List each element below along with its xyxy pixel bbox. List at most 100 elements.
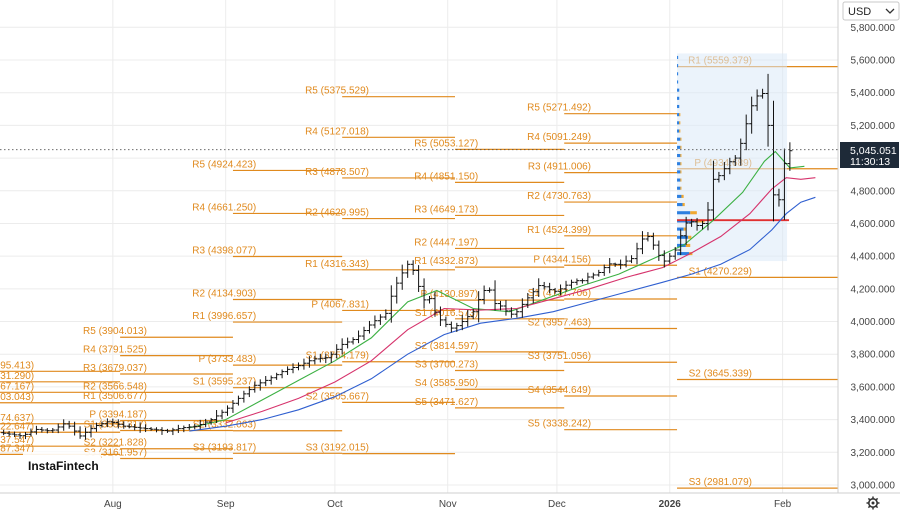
price-tick-label: 4,000.000: [851, 317, 896, 328]
volume-bar-orange: [680, 178, 682, 182]
pivot-level-label: R5 (4924.423): [192, 159, 256, 170]
price-tick-label: 3,400.000: [851, 415, 896, 426]
pivot-level-label: R5 (5053.127): [414, 138, 478, 149]
candles-layer: [1, 73, 793, 440]
volume-bar-blue: [677, 80, 679, 84]
time-axis[interactable]: [0, 493, 900, 510]
pivot-level-label: P (3733.483): [199, 354, 257, 365]
pivot-level-label: R2 (3566.548): [83, 381, 147, 392]
ma-slow-line: [189, 196, 816, 432]
pivot-level-label: P (3322.647): [0, 421, 34, 432]
pivot-level-label: R1 (4332.873): [414, 256, 478, 267]
last-price-time: 11:30:13: [850, 156, 890, 168]
pivot-level-label: R1 (3996.657): [192, 311, 256, 322]
pivot-level-label: S1 (4270.229): [689, 266, 752, 277]
pivot-level-label: R2 (4730.763): [527, 191, 591, 202]
pivot-level-label: S3 (3700.273): [415, 360, 478, 371]
price-tick-label: 4,400.000: [851, 252, 896, 263]
pivot-level-label: S2 (3221.828): [84, 438, 147, 449]
volume-bar-blue: [677, 55, 679, 59]
time-axis-label: Aug: [104, 499, 122, 510]
volume-bar-orange: [680, 137, 682, 141]
pivot-level-label: R3 (3679.037): [83, 363, 147, 374]
pivot-level-label: S2 (3332.063): [193, 420, 256, 431]
pivot-level-label: R4 (5091.249): [527, 132, 591, 143]
pivot-level-label: R2 (3503.043): [0, 392, 34, 403]
price-tick-label: 5,600.000: [851, 56, 896, 67]
currency-label: USD: [848, 6, 871, 18]
time-axis-label: 2026: [659, 499, 682, 510]
pivot-level-label: S2 (3645.339): [689, 369, 752, 380]
volume-bar-blue: [677, 203, 683, 207]
last-price-badge: 5,045.051 11:30:13: [840, 142, 899, 168]
volume-bar-blue: [677, 72, 679, 76]
price-tick-label: 3,200.000: [851, 448, 896, 459]
price-tick-label: 4,200.000: [851, 284, 896, 295]
last-price-value: 5,045.051: [850, 145, 897, 157]
price-axis[interactable]: [838, 0, 900, 493]
volume-bar-blue: [677, 252, 690, 256]
gear-icon[interactable]: [866, 496, 880, 510]
pivot-level-label: R4 (5127.018): [305, 126, 369, 137]
pivot-level-label: R2 (4447.197): [414, 237, 478, 248]
brand-text: InstaFintech: [28, 459, 99, 473]
volume-bar-blue: [677, 153, 681, 158]
volume-bar-orange: [690, 211, 697, 215]
pivot-level-label: S3 (3187.347): [0, 443, 34, 454]
pivot-level-label: S1 (3595.237): [193, 377, 256, 388]
volume-bar-orange: [680, 170, 682, 174]
pivot-level-label: R1 (3374.637): [0, 413, 34, 424]
volume-bar-orange: [680, 145, 682, 149]
time-axis-label: Nov: [439, 499, 457, 510]
pivot-level-label: S1 (3237.547): [0, 435, 34, 446]
pivot-levels-layer: R5 (3695.413)R4 (3631.290)R3 (3567.167)R…: [0, 56, 838, 489]
volume-bar-blue: [677, 104, 680, 109]
volume-bar-blue: [677, 170, 681, 174]
pivot-level-label: S3 (3192.015): [306, 443, 369, 454]
price-tick-label: 5,800.000: [851, 23, 896, 34]
pivot-level-label: R3 (4878.507): [305, 167, 369, 178]
volume-bar-orange: [680, 186, 682, 190]
pivot-level-label: S1 (3333.317): [84, 420, 147, 431]
volume-bar-orange: [682, 203, 685, 207]
volume-bar-blue: [677, 96, 680, 100]
time-axis-label: Oct: [327, 499, 343, 510]
volume-bar-blue: [677, 121, 680, 125]
pivot-level-label: P (4344.156): [533, 254, 591, 265]
volume-bar-blue: [677, 194, 682, 198]
pivot-level-label: S1 (4016.573): [415, 308, 478, 319]
pivot-level-label: S3 (3751.056): [528, 351, 591, 362]
pivot-level-label: S2 (3957.463): [528, 317, 591, 328]
volume-bar-orange: [681, 194, 684, 198]
pivot-level-label: R4 (4661.250): [192, 202, 256, 213]
volume-bar-orange: [680, 162, 682, 166]
pivot-level-label: S5 (3338.242): [528, 419, 591, 430]
price-axis-ticks: 5,800.0005,600.0005,400.0005,200.0005,00…: [851, 23, 896, 492]
currency-selector[interactable]: USD: [842, 1, 900, 21]
price-tick-label: 3,000.000: [851, 481, 896, 492]
pivot-level-label: S2 (3814.597): [415, 341, 478, 352]
pivot-level-label: R5 (5375.529): [305, 86, 369, 97]
volume-bar-blue: [677, 211, 691, 215]
pivot-level-label: S4 (3585.950): [415, 378, 478, 389]
volume-bar-orange: [685, 243, 691, 247]
pivot-level-label: R1 (3506.677): [83, 391, 147, 402]
volume-bar-blue: [677, 137, 681, 141]
pivot-level-label: R3 (4911.006): [528, 162, 591, 173]
pivot-level-label: R4 (3791.525): [83, 345, 147, 356]
instafintech-logo: InstaFintech: [23, 452, 101, 478]
volume-bar-blue: [677, 186, 681, 190]
volume-bar-blue: [677, 162, 681, 166]
volume-bar-blue: [677, 129, 680, 133]
volume-bar-blue: [677, 88, 680, 92]
pivot-level-label: R3 (4398.077): [192, 245, 256, 256]
pivot-level-label: R5 (3904.013): [83, 326, 147, 337]
time-axis-label: Dec: [548, 499, 566, 510]
time-axis-label: Sep: [217, 499, 235, 510]
volume-profile-area: [677, 53, 788, 262]
volume-bar-orange: [680, 153, 682, 158]
price-tick-label: 4,800.000: [851, 186, 896, 197]
volume-bar-orange: [688, 235, 692, 239]
pivot-level-label: S1 (3754.179): [306, 351, 369, 362]
